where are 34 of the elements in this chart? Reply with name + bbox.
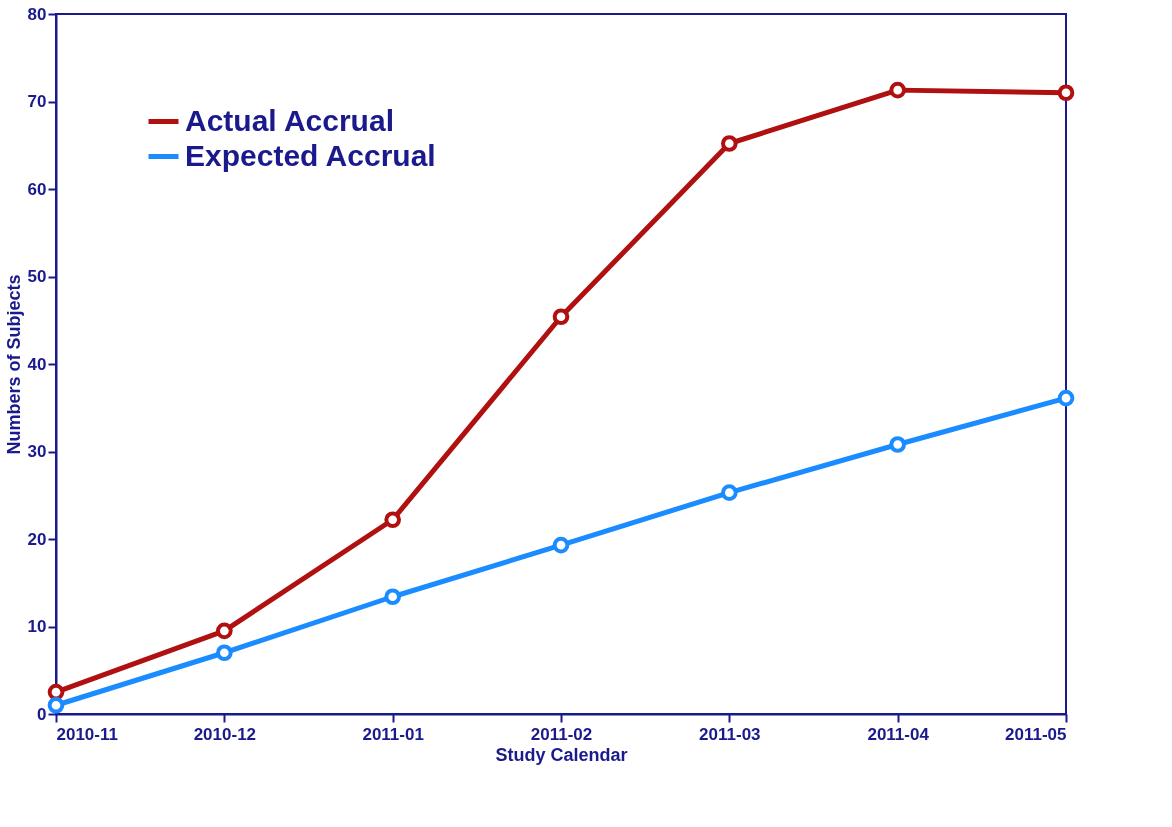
x-tick-label: 2010-12 <box>193 724 257 744</box>
legend-label: Actual Accrual <box>185 103 394 137</box>
point <box>216 644 233 662</box>
x-tick-label: 2011-04 <box>867 724 930 744</box>
point <box>384 511 401 529</box>
point <box>384 588 401 606</box>
point <box>721 484 738 501</box>
point <box>721 135 738 152</box>
y-axis-title: Numbers of Subjects <box>3 274 24 455</box>
x-tick-label: 2010-11 <box>56 724 118 744</box>
x-tick-label: 2011-05 <box>1005 724 1067 744</box>
y-tick-label: 60 <box>27 179 47 199</box>
point <box>889 436 906 453</box>
point <box>1057 84 1075 102</box>
y-tick-label: 0 <box>37 704 47 724</box>
point <box>889 81 906 99</box>
point <box>552 536 570 554</box>
point <box>47 696 65 714</box>
y-tick-label: 30 <box>27 442 47 461</box>
y-tick-label: 40 <box>27 354 47 374</box>
y-tick-label: 10 <box>27 617 47 636</box>
y-tick-label: 50 <box>27 267 47 286</box>
x-tick-label: 2011-03 <box>699 724 761 744</box>
x-tick-label: 2011-01 <box>362 724 424 744</box>
point <box>1057 389 1075 407</box>
y-tick-label: 20 <box>27 529 47 549</box>
y-tick-label: 70 <box>27 92 47 111</box>
legend-label: Expected Accrual <box>185 138 436 172</box>
y-tick-label: 80 <box>27 4 47 24</box>
point <box>47 683 65 701</box>
x-tick-label: 2011-02 <box>530 724 593 744</box>
x-axis-title: Study Calendar <box>495 744 628 765</box>
point <box>216 622 233 640</box>
point <box>552 308 570 326</box>
